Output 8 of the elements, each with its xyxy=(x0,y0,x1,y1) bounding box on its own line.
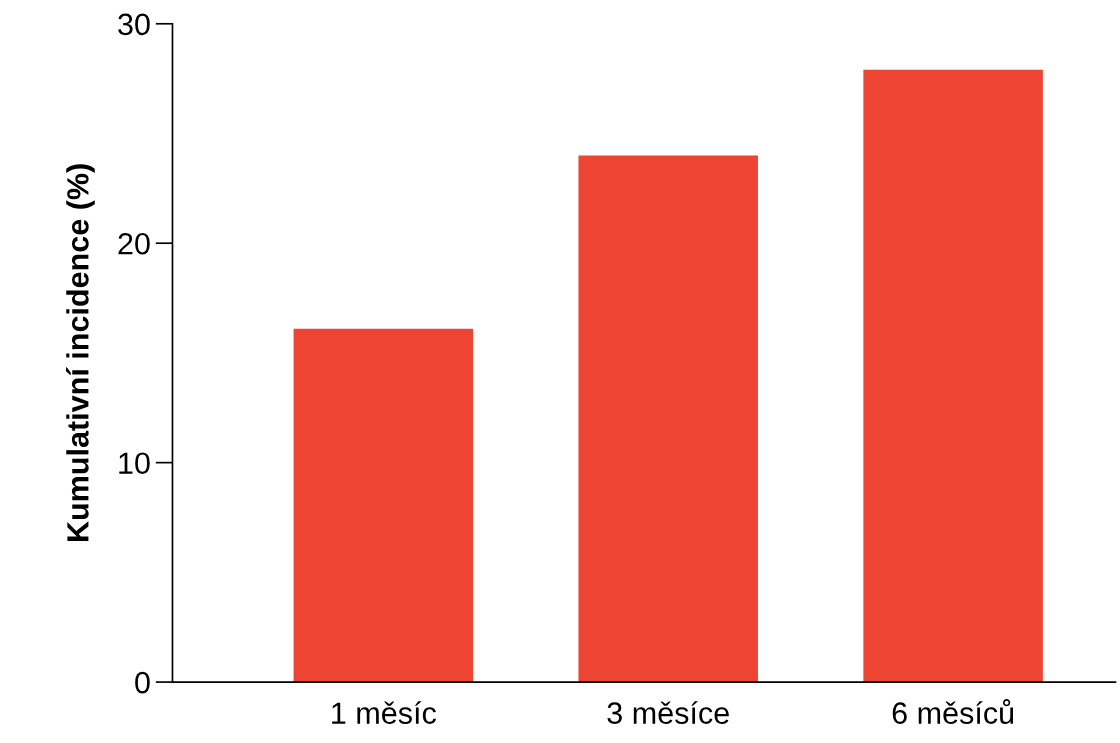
y-tick-label: 20 xyxy=(118,232,150,255)
y-axis-title: Kumulativní incidence (%) xyxy=(66,164,95,542)
y-tick-label: 30 xyxy=(118,13,150,36)
x-tick-label: 6 měsíců xyxy=(892,699,1014,724)
x-tick-label: 3 měsíce xyxy=(607,701,729,724)
y-tick-label: 0 xyxy=(135,671,150,694)
x-tick-label: 1 měsíc xyxy=(332,701,436,724)
y-tick-label: 10 xyxy=(119,452,150,475)
